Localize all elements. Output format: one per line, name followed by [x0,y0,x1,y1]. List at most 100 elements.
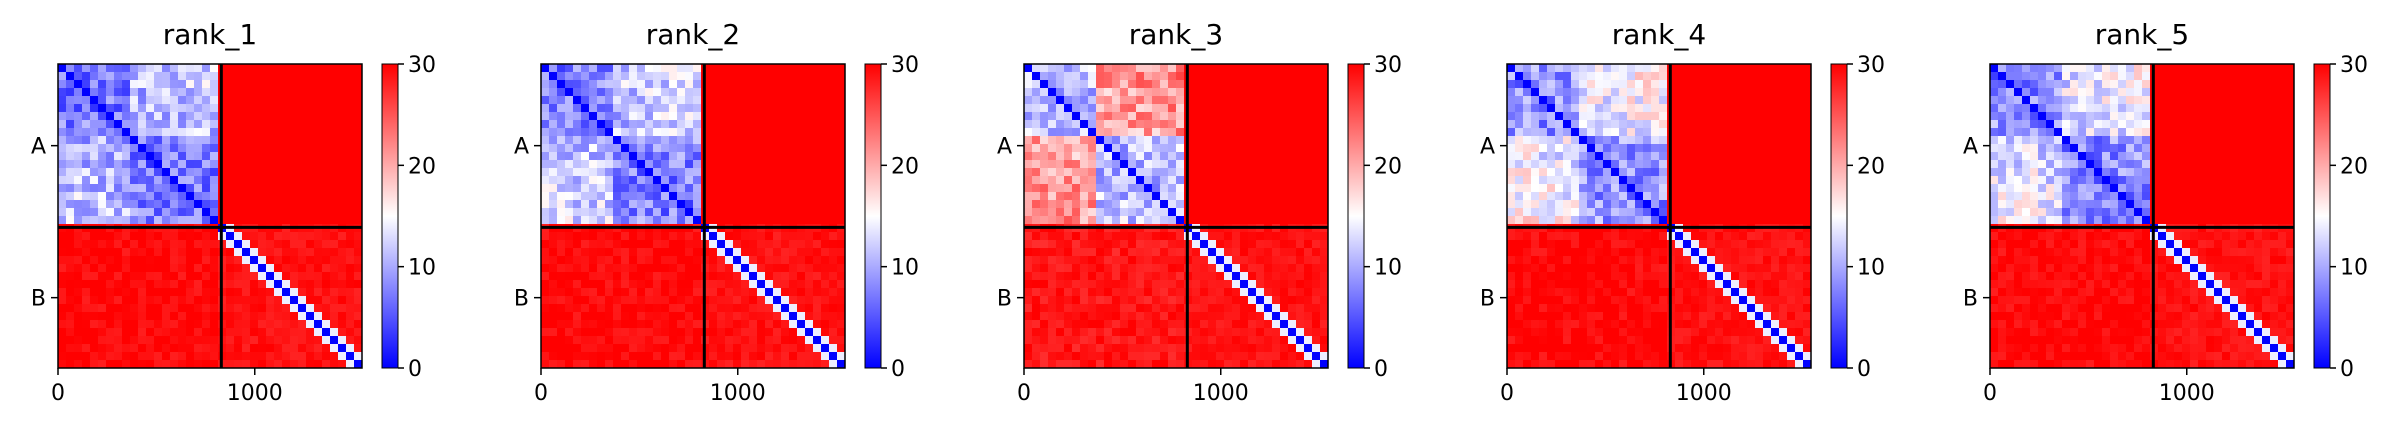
heatmap-cell [258,304,267,313]
heatmap-cell [1248,152,1257,161]
heatmap-cell [1160,208,1169,217]
heatmap-cell [589,128,598,137]
heatmap-cell [669,64,678,73]
heatmap-cell [1280,248,1289,257]
heatmap-cell [717,128,726,137]
heatmap-cell [170,176,179,185]
heatmap-cell [1096,128,1105,137]
heatmap-cell [66,336,75,345]
heatmap-cell [1168,208,1177,217]
heatmap-cell [98,296,107,305]
heatmap-cell [1072,280,1081,289]
heatmap-cell [789,312,798,321]
heatmap-cell [1731,168,1740,177]
heatmap-cell [210,96,219,105]
heatmap-cell [106,192,115,201]
heatmap-cell [1272,144,1281,153]
heatmap-cell [138,216,147,225]
heatmap-cell [565,200,574,209]
heatmap-cell [1168,312,1177,321]
heatmap-cell [669,176,678,185]
heatmap-cell [1208,176,1217,185]
heatmap-cell [1064,120,1073,129]
heatmap-cell [282,320,291,329]
heatmap-cell [549,192,558,201]
heatmap-cell [98,176,107,185]
heatmap-cell [733,272,742,281]
heatmap-cell [813,240,822,249]
heatmap-cell [1280,144,1289,153]
heatmap-cell [581,312,590,321]
heatmap-cell [1304,256,1313,265]
heatmap-cell [1224,312,1233,321]
heatmap-cell [1128,176,1137,185]
heatmap-cell [130,200,139,209]
heatmap-cell [346,88,355,97]
heatmap-cell [717,176,726,185]
heatmap-cell [58,96,67,105]
heatmap-cell [645,96,654,105]
heatmap-cell [685,152,694,161]
heatmap-cell [1595,88,1604,97]
heatmap-cell [1248,88,1257,97]
heatmap-cell [1635,136,1644,145]
heatmap-cell [1304,336,1313,345]
heatmap-cell [1304,200,1313,209]
heatmap-cell [106,168,115,177]
heatmap-cell [709,128,718,137]
heatmap-cell [210,208,219,217]
heatmap-cell [338,184,347,193]
heatmap-cell [106,248,115,257]
heatmap-cell [581,176,590,185]
heatmap-cell [186,336,195,345]
heatmap-cell [1096,256,1105,265]
heatmap-cell [266,176,275,185]
heatmap-cell [1240,72,1249,81]
heatmap-cell [597,128,606,137]
heatmap-cell [1128,208,1137,217]
heatmap-cell [1032,280,1041,289]
heatmap-cell [1104,184,1113,193]
heatmap-cell [202,176,211,185]
heatmap-cell [1803,104,1812,113]
heatmap-cell [282,88,291,97]
heatmap-cell [1288,312,1297,321]
heatmap-cell [138,112,147,121]
heatmap-cell [178,72,187,81]
heatmap-cell [733,304,742,313]
heatmap-cell [138,64,147,73]
heatmap-cell [306,200,315,209]
heatmap-cell [1312,344,1321,353]
heatmap-cell [1040,264,1049,273]
heatmap-cell [1643,152,1652,161]
heatmap-cell [354,336,363,345]
heatmap-cell [613,184,622,193]
heatmap-cell [709,248,718,257]
heatmap-cell [1032,328,1041,337]
heatmap-cell [1651,144,1660,153]
heatmap-cell [1747,160,1756,169]
heatmap-cell [1072,328,1081,337]
heatmap-cell [1691,80,1700,89]
heatmap-cell [1587,112,1596,121]
heatmap-cell [1595,120,1604,129]
heatmap-cell [178,344,187,353]
heatmap-cell [1779,144,1788,153]
heatmap-cell [581,296,590,305]
heatmap-cell [1603,184,1612,193]
heatmap-cell [1256,176,1265,185]
heatmap-cell [1320,160,1329,169]
heatmap-cell [1232,304,1241,313]
heatmap-cell [66,264,75,273]
heatmap-cell [74,256,83,265]
heatmap-cell [146,152,155,161]
heatmap-cell [1136,216,1145,225]
heatmap-cell [1619,120,1628,129]
heatmap-cell [1208,104,1217,113]
heatmap-cell [1048,112,1057,121]
heatmap-cell [250,216,259,225]
heatmap-cell [346,272,355,281]
heatmap-cell [306,192,315,201]
heatmap-cell [322,144,331,153]
heatmap-cell [589,256,598,265]
